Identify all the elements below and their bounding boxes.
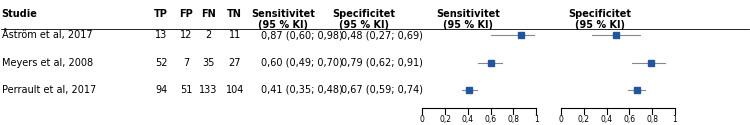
Text: 0,60 (0,49; 0,70): 0,60 (0,49; 0,70) [261,58,343,68]
Text: 0,87 (0,60; 0,98): 0,87 (0,60; 0,98) [261,30,343,40]
Text: 0,6: 0,6 [623,115,635,124]
Text: FN: FN [201,9,216,19]
Text: 11: 11 [229,30,241,40]
Text: 0,67 (0,59; 0,74): 0,67 (0,59; 0,74) [341,85,423,95]
Text: 0,2: 0,2 [439,115,451,124]
Text: 0,41 (0,35; 0,48): 0,41 (0,35; 0,48) [261,85,343,95]
Text: 51: 51 [180,85,192,95]
Text: 52: 52 [155,58,167,68]
Text: 0,2: 0,2 [578,115,590,124]
Text: 0,48 (0,27; 0,69): 0,48 (0,27; 0,69) [341,30,423,40]
Text: Meyers et al, 2008: Meyers et al, 2008 [2,58,93,68]
Text: Sensitivitet
(95 % KI): Sensitivitet (95 % KI) [436,9,500,30]
Text: Specificitet
(95 % KI): Specificitet (95 % KI) [568,9,632,30]
Text: 0: 0 [420,115,424,124]
Text: Studie: Studie [2,9,38,19]
Text: 0,8: 0,8 [508,115,520,124]
Text: 0: 0 [559,115,563,124]
Text: 133: 133 [200,85,217,95]
Text: 1: 1 [534,115,538,124]
Text: 7: 7 [183,58,189,68]
Text: Sensitivitet
(95 % KI): Sensitivitet (95 % KI) [251,9,316,30]
Text: 0,8: 0,8 [646,115,658,124]
Text: TN: TN [227,9,242,19]
Text: 94: 94 [155,85,167,95]
Text: 0,6: 0,6 [484,115,496,124]
Text: Specificitet
(95 % KI): Specificitet (95 % KI) [332,9,395,30]
Text: 1: 1 [673,115,677,124]
Text: 104: 104 [226,85,244,95]
Text: 12: 12 [180,30,192,40]
Text: TP: TP [154,9,168,19]
Text: 0,4: 0,4 [601,115,613,124]
Text: FP: FP [179,9,193,19]
Text: 27: 27 [229,58,241,68]
Text: 2: 2 [206,30,212,40]
Text: Åström et al, 2017: Åström et al, 2017 [2,30,92,40]
Text: 35: 35 [202,58,214,68]
Text: Perrault et al, 2017: Perrault et al, 2017 [2,85,96,95]
Text: 0,79 (0,62; 0,91): 0,79 (0,62; 0,91) [341,58,423,68]
Text: 0,4: 0,4 [462,115,474,124]
Text: 13: 13 [155,30,167,40]
